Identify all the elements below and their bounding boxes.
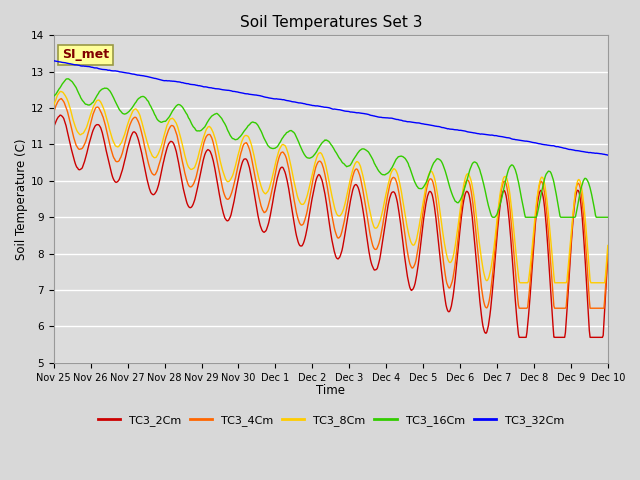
- Title: Soil Temperatures Set 3: Soil Temperatures Set 3: [239, 15, 422, 30]
- Text: SI_met: SI_met: [62, 48, 109, 61]
- Y-axis label: Soil Temperature (C): Soil Temperature (C): [15, 138, 28, 260]
- X-axis label: Time: Time: [316, 384, 346, 397]
- Legend: TC3_2Cm, TC3_4Cm, TC3_8Cm, TC3_16Cm, TC3_32Cm: TC3_2Cm, TC3_4Cm, TC3_8Cm, TC3_16Cm, TC3…: [93, 411, 568, 431]
